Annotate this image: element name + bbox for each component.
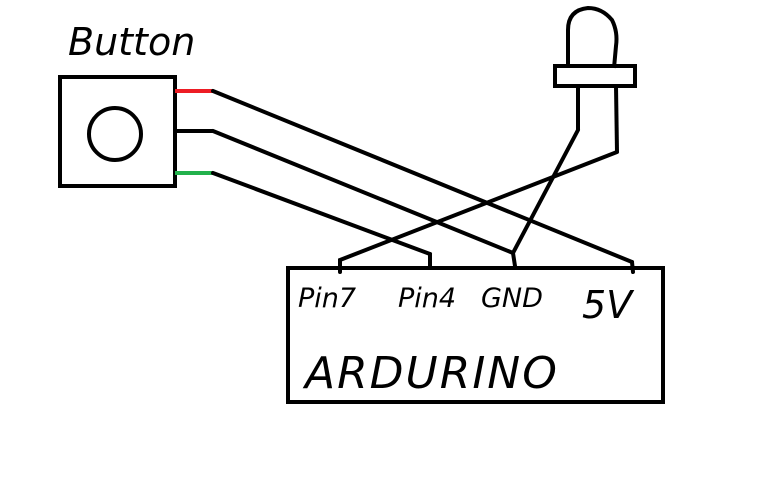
arduino-board [286,266,665,404]
wire-led-to-gnd [510,128,580,268]
button-title: Button [68,20,195,64]
pin-label-pin4: Pin4 [398,283,456,314]
pin-label-gnd: GND [481,283,543,314]
pin-label-5v: 5V [582,283,635,327]
arduino-label: ARDURINO [302,348,559,399]
wire-button-to-5v [211,89,634,264]
led-icon [553,5,637,153]
pin-label-pin7: Pin7 [298,283,356,314]
wire-button-to-gnd [211,129,515,255]
